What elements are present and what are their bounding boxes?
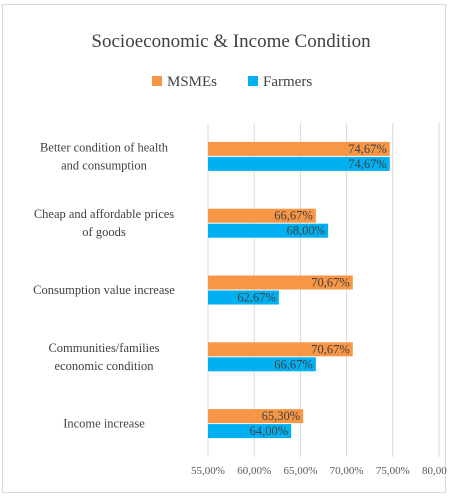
category-label-0-1: and consumption [61,158,148,172]
data-label-farmers-1: 68,00% [287,224,326,238]
x-tick-label-5: 80,00% [422,465,447,477]
data-label-msmes-3: 70,67% [311,342,350,356]
category-label-3-1: economic condition [55,359,155,373]
category-label-3-0: Communities/families [48,341,159,355]
x-tick-label-2: 65,00% [283,465,317,477]
bars [208,141,390,439]
legend-label-farmers: Farmers [263,74,312,90]
x-tick-label-4: 75,00% [376,465,410,477]
category-label-2-0: Consumption value increase [33,283,175,297]
data-label-farmers-0: 74,67% [348,157,387,171]
chart-title: Socioeconomic & Income Condition [91,31,371,52]
data-labels: 74,67%74,67%66,67%68,00%70,67%62,67%70,6… [237,142,386,438]
legend-label-msmes: MSMEs [167,74,217,90]
chart-canvas: Socioeconomic & Income Condition MSMEs Fa… [33,31,447,477]
category-label-0-0: Better condition of health [40,140,169,154]
category-labels: Better condition of health and consumptio… [33,140,175,430]
data-label-farmers-2: 62,67% [237,291,276,305]
bar-farmers-1 [208,223,329,238]
bar-farmers-3 [208,357,316,372]
bar-msmes-4 [208,409,304,424]
legend-swatch-msmes [152,76,162,86]
x-tick-label-1: 60,00% [237,465,271,477]
data-label-farmers-4: 64,00% [250,424,289,438]
category-label-4-0: Income increase [63,417,145,431]
bar-farmers-4 [208,424,292,439]
x-tick-label-0: 55,00% [191,465,225,477]
data-label-msmes-4: 65,30% [262,409,301,423]
bar-farmers-2 [208,290,279,305]
category-label-1-0: Cheap and affordable prices [34,207,174,221]
data-label-msmes-0: 74,67% [348,142,387,156]
data-label-farmers-3: 66,67% [274,357,313,371]
category-label-1-1: of goods [82,225,126,239]
legend-swatch-farmers [248,76,258,86]
bar-msmes-0 [208,141,390,156]
legend: MSMEs Farmers [152,74,312,90]
bar-msmes-1 [208,208,316,223]
data-label-msmes-2: 70,67% [311,276,350,290]
chart-frame: Socioeconomic & Income Condition MSMEs Fa… [2,4,447,493]
bar-farmers-0 [208,156,390,171]
x-tick-label-3: 70,00% [330,465,364,477]
gridlines [207,123,440,457]
bar-msmes-3 [208,342,353,357]
bar-msmes-2 [208,275,353,290]
data-label-msmes-1: 66,67% [274,209,313,223]
x-axis-ticks: 55,00% 60,00% 65,00% 70,00% 75,00% 80,00% [191,465,447,477]
